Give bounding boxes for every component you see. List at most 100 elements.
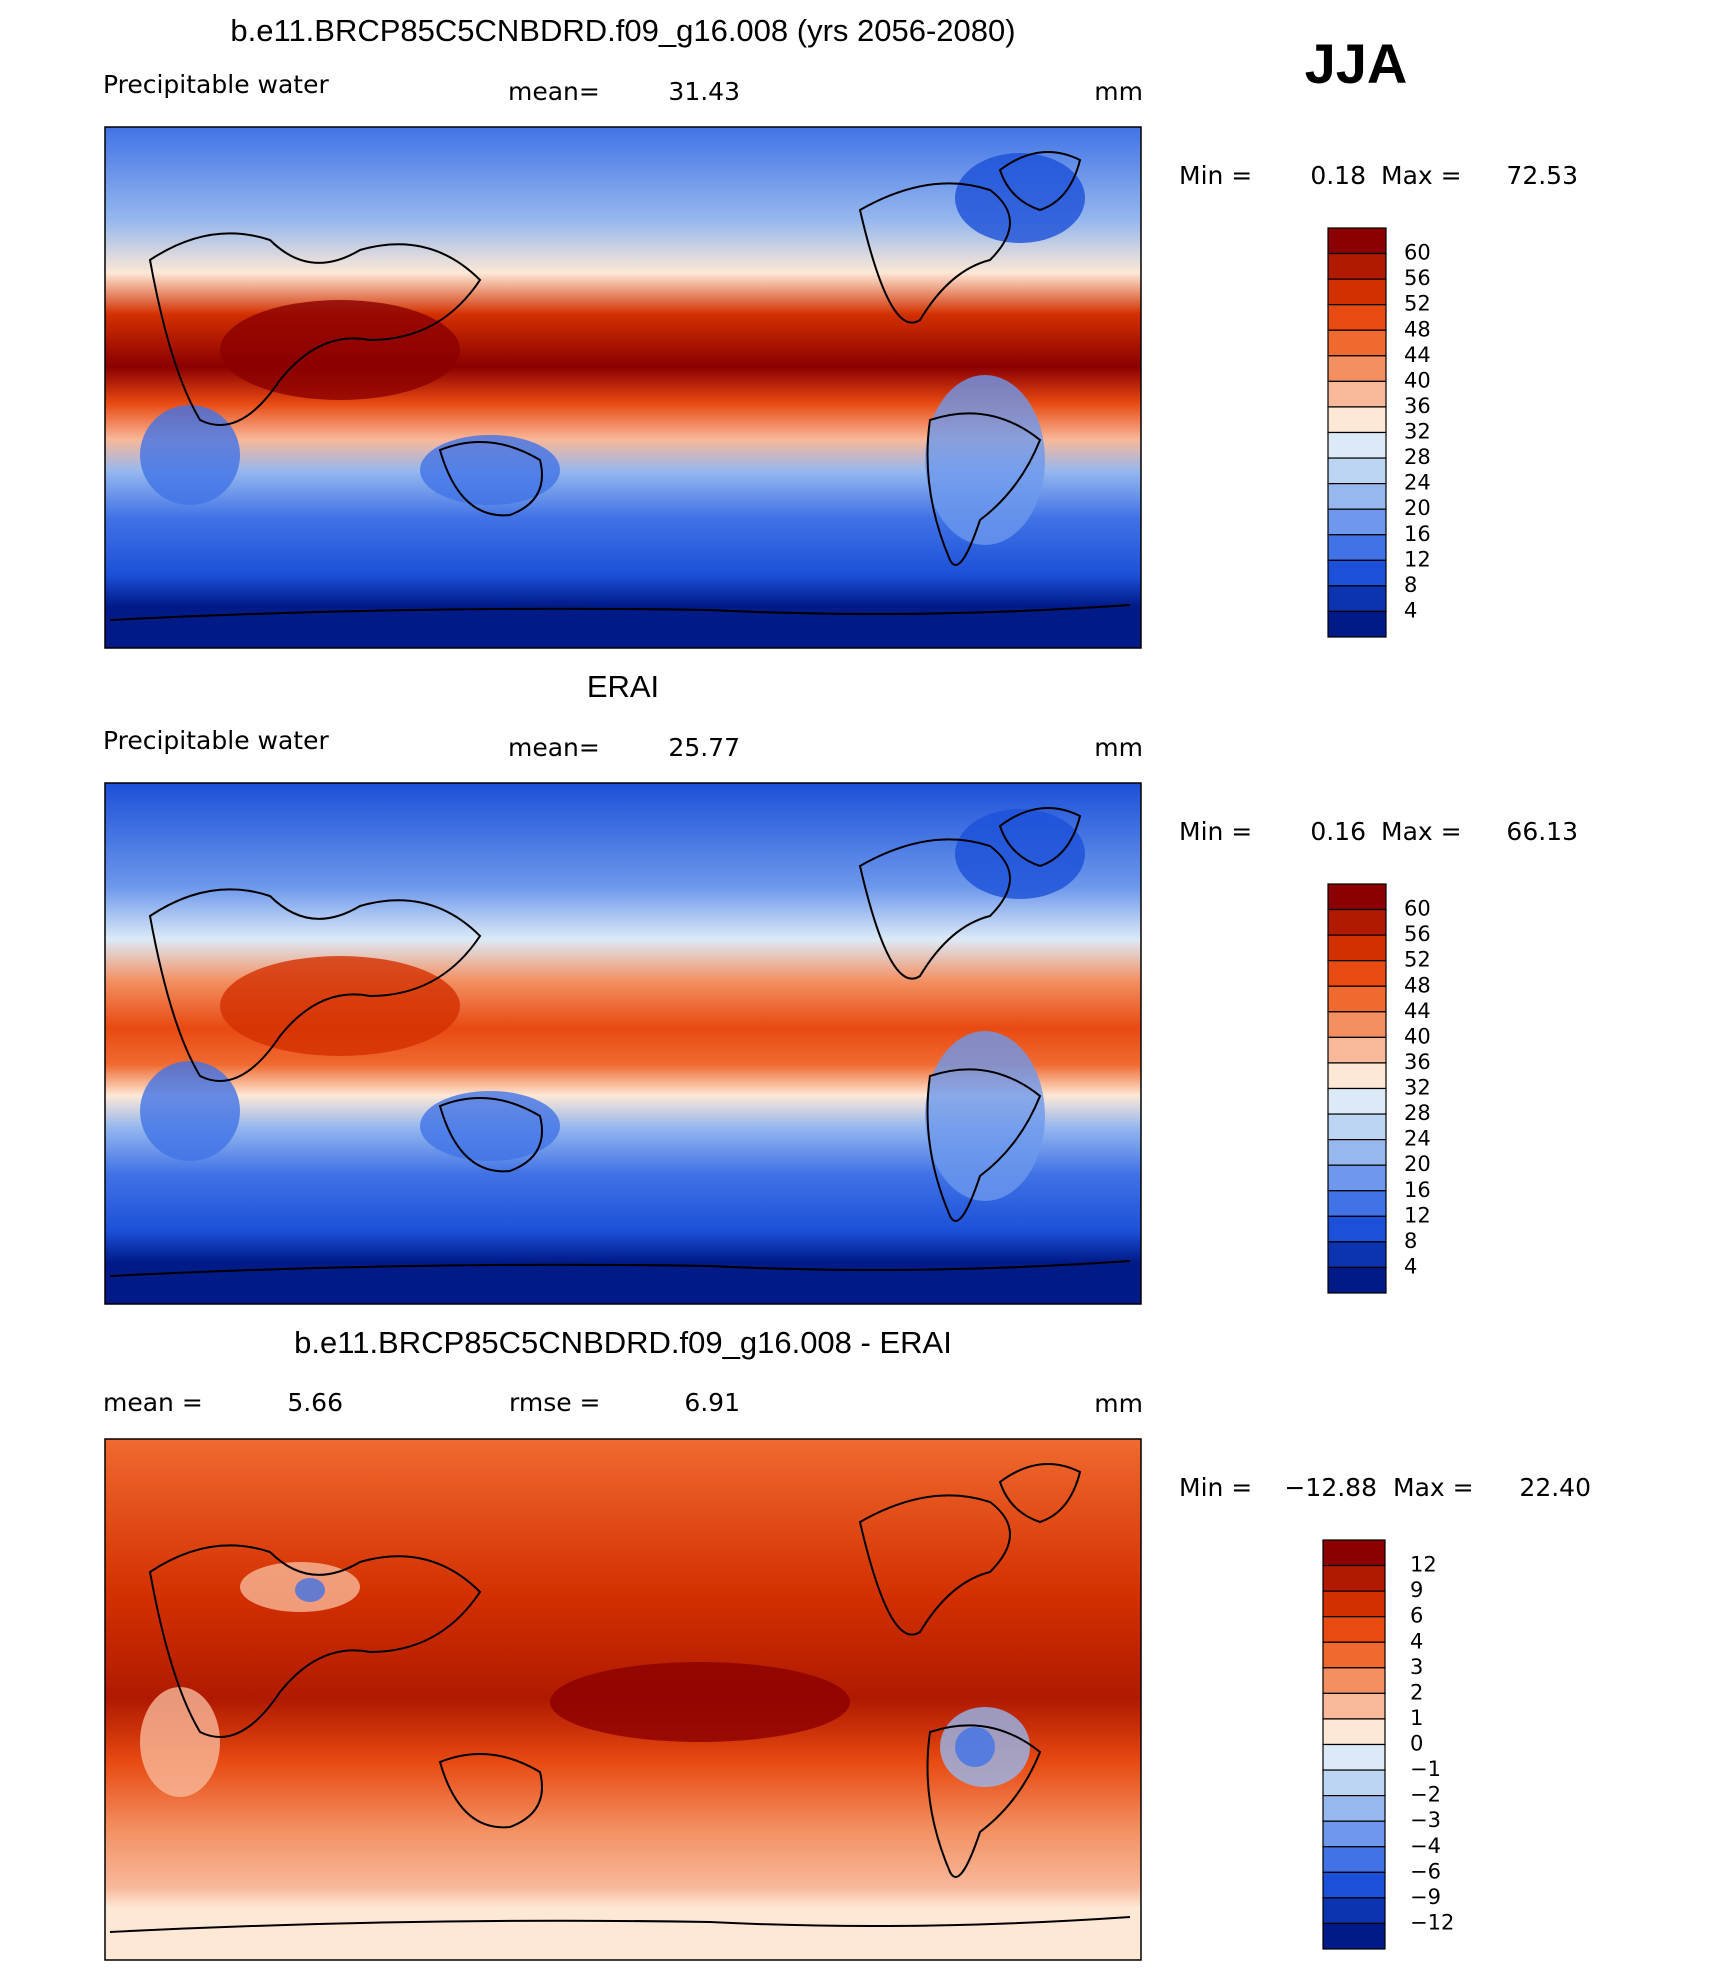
colorbar-box xyxy=(1327,934,1387,962)
colorbar-label: −3 xyxy=(1410,1808,1441,1832)
map xyxy=(104,782,1142,1305)
variable-label: Precipitable water xyxy=(103,726,329,755)
colorbar-label: 28 xyxy=(1404,445,1431,469)
max-label: Max = xyxy=(1381,161,1462,190)
colorbar-box xyxy=(1327,883,1387,911)
colorbar-label: 2 xyxy=(1410,1680,1423,1704)
colorbar-label: 4 xyxy=(1410,1629,1423,1653)
colorbar-box xyxy=(1322,1846,1386,1873)
colorbar-label: 12 xyxy=(1404,547,1431,571)
map xyxy=(104,1438,1142,1961)
colorbar-box xyxy=(1327,610,1387,638)
colorbar-box xyxy=(1327,508,1387,536)
max-value: 66.13 xyxy=(1506,817,1578,846)
max-label: Max = xyxy=(1393,1473,1474,1502)
colorbar-box xyxy=(1327,355,1387,382)
coastline xyxy=(109,807,1131,1277)
colorbar-label: 24 xyxy=(1404,471,1431,495)
field-feature xyxy=(955,1727,995,1767)
colorbar-box xyxy=(1327,1164,1387,1192)
colorbar-box xyxy=(1327,1241,1387,1269)
colorbar-box xyxy=(1322,1769,1386,1797)
colorbar-label: 48 xyxy=(1404,973,1431,997)
colorbar-box xyxy=(1327,431,1387,459)
colorbar-label: 48 xyxy=(1404,317,1431,341)
colorbar-label: 8 xyxy=(1404,573,1417,597)
colorbar-label: −1 xyxy=(1410,1757,1441,1781)
colorbar-box xyxy=(1327,406,1387,434)
field-feature xyxy=(140,405,240,505)
map xyxy=(104,126,1142,649)
max-label: Max = xyxy=(1381,817,1462,846)
colorbar-box xyxy=(1327,278,1387,306)
colorbar-label: 32 xyxy=(1404,420,1431,444)
units-label: mm xyxy=(1094,77,1143,106)
panel-title: ERAI xyxy=(587,669,659,704)
colorbar-box xyxy=(1327,1011,1387,1038)
colorbar-box xyxy=(1327,457,1387,485)
max-value: 22.40 xyxy=(1519,1473,1591,1502)
field-feature xyxy=(220,956,460,1056)
colorbar-label: −4 xyxy=(1410,1834,1441,1858)
field-feature xyxy=(955,153,1085,243)
min-label: Min = xyxy=(1179,161,1252,190)
colorbar-label: 1 xyxy=(1410,1706,1423,1730)
colorbar-box xyxy=(1322,1590,1386,1618)
coastline xyxy=(109,1463,1131,1933)
min-label: Min = xyxy=(1179,1473,1252,1502)
colorbar-box xyxy=(1327,329,1387,357)
field-feature xyxy=(955,809,1085,899)
colorbar-label: 24 xyxy=(1404,1127,1431,1151)
units-label: mm xyxy=(1094,733,1143,762)
colorbar-box xyxy=(1322,1692,1386,1720)
colorbar-label: 40 xyxy=(1404,1024,1431,1048)
map-frame xyxy=(104,126,1142,649)
colorbar-label: 40 xyxy=(1404,368,1431,392)
mean-label: mean= xyxy=(508,733,600,762)
variable-label: Precipitable water xyxy=(103,70,329,99)
colorbar-box xyxy=(1327,1062,1387,1090)
colorbar-label: 36 xyxy=(1404,1050,1431,1074)
colorbar-box xyxy=(1327,1087,1387,1115)
colorbar-label: 52 xyxy=(1404,292,1431,316)
colorbar-label: 4 xyxy=(1404,598,1417,622)
mean-value: 5.66 xyxy=(287,1388,343,1417)
colorbar-box xyxy=(1327,380,1387,408)
colorbar-label: −2 xyxy=(1410,1783,1441,1807)
colorbar-label: −12 xyxy=(1410,1910,1454,1934)
colorbar-label: 60 xyxy=(1404,241,1431,265)
colorbar-label: 56 xyxy=(1404,266,1431,290)
field-feature xyxy=(140,1061,240,1161)
field-feature xyxy=(420,1091,560,1161)
colorbar-label: 52 xyxy=(1404,948,1431,972)
panel-title: b.e11.BRCP85C5CNBDRD.f09_g16.008 (yrs 20… xyxy=(230,13,1015,48)
colorbar-box xyxy=(1327,1215,1387,1243)
colorbar-box xyxy=(1322,1795,1386,1822)
colorbar-box xyxy=(1327,960,1387,987)
units-label: mm xyxy=(1094,1389,1143,1418)
colorbar-label: 20 xyxy=(1404,1152,1431,1176)
colorbar-box xyxy=(1322,1667,1386,1694)
colorbar-box xyxy=(1322,1820,1386,1848)
mean-label: mean= xyxy=(508,77,600,106)
colorbar-label: 16 xyxy=(1404,1178,1431,1202)
rmse-value: 6.91 xyxy=(684,1388,740,1417)
colorbar-label: 4 xyxy=(1404,1254,1417,1278)
mean-value: 25.77 xyxy=(668,733,740,762)
colorbar-label: 36 xyxy=(1404,394,1431,418)
colorbar-box xyxy=(1327,1190,1387,1217)
colorbar-label: 20 xyxy=(1404,496,1431,520)
colorbar-label: −6 xyxy=(1410,1859,1441,1883)
colorbar-box xyxy=(1327,585,1387,613)
field-feature xyxy=(550,1662,850,1742)
map-frame xyxy=(104,782,1142,1305)
colorbar-label: 28 xyxy=(1404,1101,1431,1125)
map-frame xyxy=(104,1438,1142,1961)
colorbar-label: 12 xyxy=(1410,1553,1437,1577)
colorbar-label: −9 xyxy=(1410,1885,1441,1909)
min-value: 0.18 xyxy=(1310,161,1366,190)
season-label: JJA xyxy=(1305,32,1408,95)
colorbar-label: 60 xyxy=(1404,897,1431,921)
colorbar-box xyxy=(1322,1564,1386,1592)
